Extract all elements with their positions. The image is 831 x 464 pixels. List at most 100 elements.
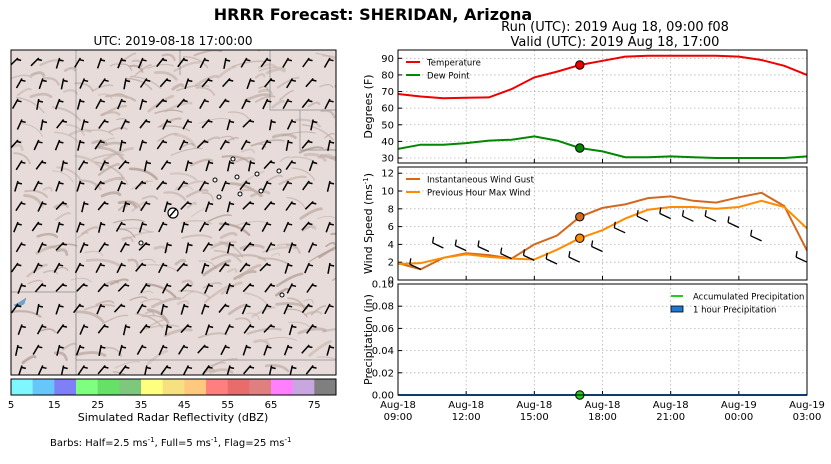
map-wind-barb	[37, 201, 47, 212]
map-wind-barb	[139, 324, 151, 334]
colorbar-tick-label: 15	[48, 400, 61, 411]
x-tick-label-date: Aug-18	[653, 400, 689, 411]
y-axis-label-exponent: -1	[362, 177, 370, 184]
map-wind-barb	[60, 160, 68, 172]
map-wind-barb	[143, 160, 152, 172]
panel-3: 0.00 0.02 0.04 0.06 0.08 0.10 Precipitation (i…	[362, 280, 825, 424]
terrain-ridge	[278, 175, 307, 186]
panel-frame	[397, 166, 808, 281]
y-tick-label: 0.08	[372, 302, 394, 313]
map-wind-barb	[139, 119, 151, 129]
map-wind-barb	[180, 200, 192, 210]
terrain-ridge	[233, 220, 267, 227]
map-wind-barb	[176, 98, 188, 108]
terrain-ridge	[279, 156, 291, 162]
map-wind-barb	[15, 160, 26, 171]
terrain-ridge	[11, 310, 42, 318]
terrain-ridge	[105, 94, 137, 102]
y-axis-label-text: Degrees (F)	[362, 74, 375, 138]
valid-time-marker	[575, 233, 585, 243]
map-wind-barb	[36, 303, 44, 315]
terrain-ridge	[186, 201, 197, 209]
valid-label: Valid (UTC): 2019 Aug 18, 17:00	[511, 35, 720, 50]
map-wind-barb	[265, 242, 276, 253]
map-wind-barb	[260, 57, 272, 68]
map-wind-barb	[117, 98, 126, 110]
map-wind-barb	[263, 323, 275, 333]
timeseries-wind-barb	[795, 250, 808, 263]
terrain-ridge	[322, 327, 336, 333]
map-wind-barb	[159, 78, 171, 88]
map-wind-barb	[305, 365, 317, 375]
terrain-ridge	[151, 296, 182, 309]
y-axis-label: Precipitation (in)	[362, 294, 375, 385]
x-tick-label-time: 00:00	[724, 412, 753, 423]
map-wind-barb	[243, 365, 255, 375]
terrain-map	[10, 49, 337, 376]
map-wind-barb	[94, 139, 105, 150]
map-wind-barb	[261, 303, 272, 315]
map-wind-barb	[263, 344, 272, 356]
barb-note-flag: , Flag=25 ms	[218, 438, 285, 449]
station-dot	[237, 191, 243, 197]
map-wind-barb	[15, 201, 26, 212]
terrain-ridge	[174, 258, 187, 266]
map-wind-barb	[226, 201, 235, 213]
panel-frame	[397, 283, 808, 396]
colorbar-tick-label: 35	[135, 400, 148, 411]
y-tick-label: 10	[381, 187, 394, 198]
terrain-ridge	[159, 117, 182, 128]
map-wind-barb	[164, 324, 172, 336]
map-wind-barb	[17, 283, 26, 294]
colorbar-segment	[292, 379, 315, 395]
map-wind-barb	[40, 119, 48, 131]
terrain-ridge	[301, 124, 334, 141]
map-wind-barb	[97, 324, 109, 334]
map-wind-barb	[288, 242, 297, 254]
map-wind-barb	[179, 139, 189, 151]
legend-label: Temperature	[426, 59, 481, 69]
y-axis-label: Wind Speed (ms-1)	[362, 173, 375, 274]
map-wind-barb	[177, 180, 188, 191]
colorbar-tick-label: 55	[221, 400, 234, 411]
map-wind-barb	[123, 78, 131, 90]
valid-time-marker	[575, 60, 585, 70]
terrain-ridge	[291, 167, 316, 181]
terrain-ridge	[145, 282, 177, 299]
timeseries-wind-barb	[568, 250, 581, 263]
map-wind-barb	[158, 262, 168, 274]
terrain-ridge	[171, 83, 185, 91]
map-wind-barb	[199, 98, 209, 109]
map-wind-barb	[56, 324, 68, 334]
map-wind-barb	[243, 324, 255, 334]
map-wind-barb	[163, 201, 172, 213]
colorbar-label: Simulated Radar Reflectivity (dBZ)	[78, 411, 269, 424]
station-dot	[234, 174, 240, 180]
station-dot	[138, 240, 144, 246]
x-tick-label-time: 03:00	[793, 412, 822, 423]
map-wind-barb	[323, 57, 334, 68]
terrain-ridge	[42, 186, 53, 192]
terrain-ridge	[202, 259, 232, 277]
colorbar-tick-label: 75	[308, 400, 321, 411]
map-wind-barb	[262, 98, 272, 110]
terrain-ridge	[320, 154, 336, 162]
panel-2: 0 2 4 6 8 10 12 Wind Speed (ms-1) Instantaneous …	[362, 166, 808, 287]
terrain-ridge	[122, 230, 155, 242]
map-wind-barb	[140, 283, 151, 294]
map-title: UTC: 2019-08-18 17:00:00	[93, 34, 252, 48]
map-wind-barb	[118, 160, 130, 170]
map-wind-barb	[94, 180, 105, 191]
valid-time-marker	[575, 212, 585, 222]
timeseries-wind-barb	[750, 229, 762, 242]
map-wind-barb	[326, 344, 335, 356]
map-wind-barb	[242, 200, 255, 210]
map-wind-barb	[55, 282, 67, 292]
map-wind-barb	[285, 160, 296, 171]
terrain-ridge	[201, 192, 214, 201]
county-boundaries	[11, 50, 336, 375]
terrain-ridge	[97, 93, 113, 100]
terrain-ridge	[235, 317, 252, 325]
